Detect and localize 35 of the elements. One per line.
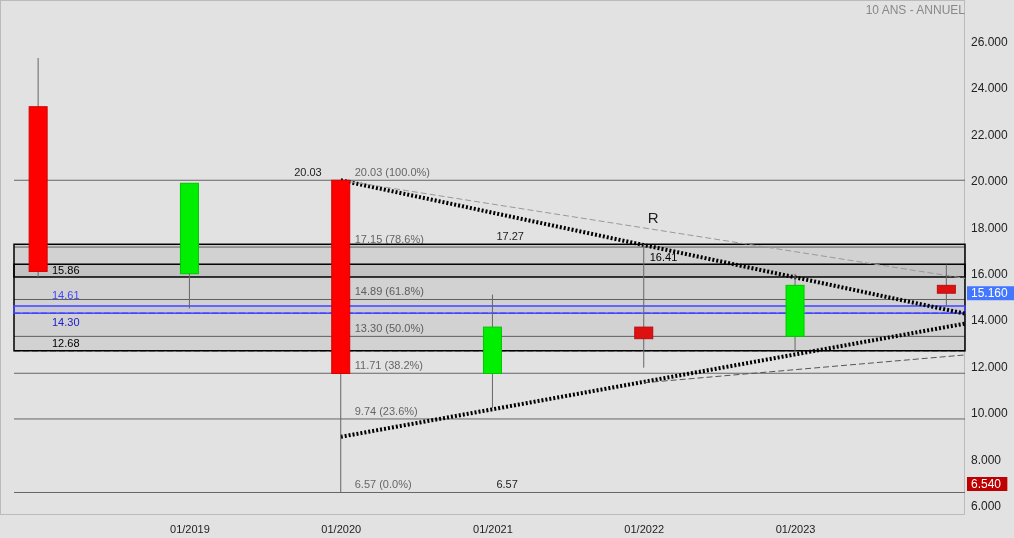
- y-tick-label: 8.000: [971, 452, 1002, 467]
- text: 6.540: [971, 477, 1002, 491]
- x-tick-label: 01/2019: [170, 522, 210, 535]
- y-tick-label: 24.000: [971, 81, 1009, 96]
- y-tick-label: 20.000: [971, 174, 1009, 189]
- annotation: R: [647, 209, 659, 227]
- chart-title: 10 ANS - ANNUEL: [865, 3, 966, 17]
- band-label: 14.61: [52, 288, 80, 301]
- x-tick-label: 01/2020: [321, 522, 362, 535]
- y-tick-label: 10.000: [971, 406, 1009, 421]
- ref-line-label: 20.03 (100.0%): [354, 166, 430, 179]
- ref-line-label: 14.30: [52, 316, 80, 329]
- annotation: 17.27: [496, 230, 524, 243]
- y-tick-label: 6.000: [971, 499, 1002, 514]
- ref-line-label: 6.57 (0.0%): [354, 478, 412, 491]
- annotation: 20.03: [294, 166, 322, 179]
- annotation: 6.57: [496, 478, 518, 491]
- x-tick-label: 01/2021: [473, 522, 513, 535]
- y-tick-label: 18.000: [971, 220, 1009, 235]
- ref-line-label: 17.15 (78.6%): [354, 233, 424, 246]
- band-label: 16.41: [649, 251, 678, 264]
- x-tick-label: 01/2023: [775, 522, 816, 535]
- y-tick-label: 14.000: [971, 313, 1009, 328]
- x-tick-label: 01/2022: [624, 522, 665, 535]
- annotation: 15.160: [971, 286, 1009, 301]
- ref-line-label: 11.71 (38.2%): [354, 359, 424, 372]
- band-label: 15.86: [52, 263, 80, 276]
- ref-line-label: 12.68: [52, 336, 80, 349]
- y-tick-label: 26.000: [971, 35, 1009, 50]
- ref-line-label: 13.30 (50.0%): [354, 322, 424, 335]
- ref-line-label: 14.89 (61.8%): [354, 285, 424, 298]
- y-tick-label: 12.000: [971, 359, 1009, 374]
- ref-line-label: 9.74 (23.6%): [354, 404, 418, 417]
- y-tick-label: 16.000: [971, 267, 1009, 282]
- y-tick-label: 22.000: [971, 127, 1009, 142]
